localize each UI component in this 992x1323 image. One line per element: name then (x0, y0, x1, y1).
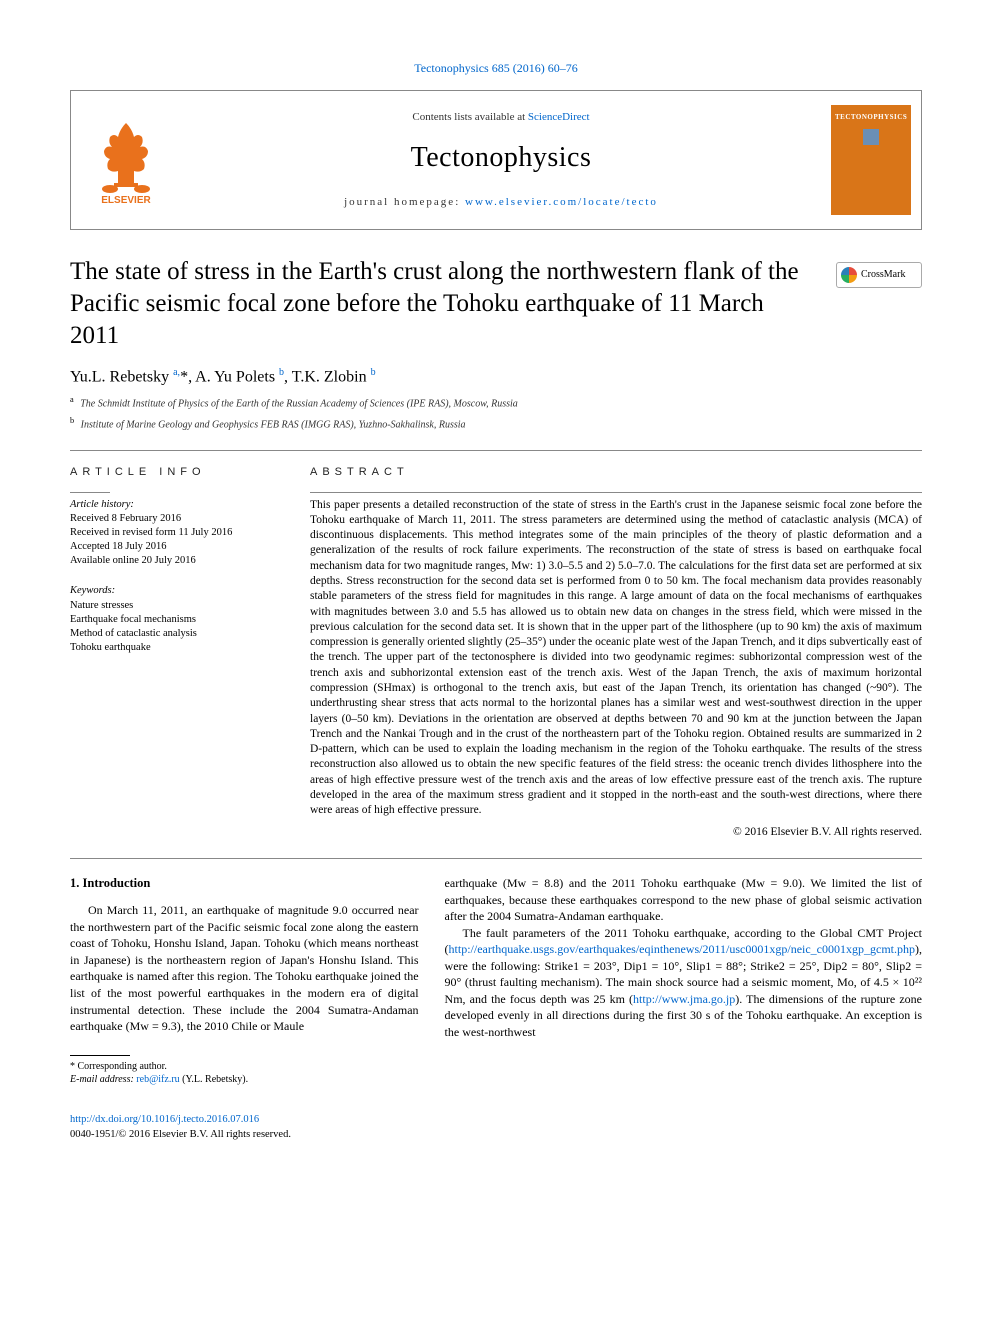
crossmark-icon (841, 267, 857, 283)
intro-para-right-1: earthquake (Mw = 8.8) and the 2011 Tohok… (445, 875, 922, 925)
svg-text:ELSEVIER: ELSEVIER (101, 195, 151, 205)
keyword-item: Earthquake focal mechanisms (70, 613, 280, 627)
journal-cover-image: TECTONOPHYSICS (831, 105, 911, 215)
crossmark-label: CrossMark (861, 268, 905, 282)
crossmark-badge[interactable]: CrossMark (836, 262, 922, 288)
doi-block: http://dx.doi.org/10.1016/j.tecto.2016.0… (70, 1113, 419, 1142)
email-line: E-mail address: reb@ifz.ru (Y.L. Rebetsk… (70, 1073, 419, 1087)
journal-cover: TECTONOPHYSICS (821, 91, 921, 229)
article-title: The state of stress in the Earth's crust… (70, 256, 818, 352)
intro-para-right-2: The fault parameters of the 2011 Tohoku … (445, 925, 922, 1041)
issn-line: 0040-1951/© 2016 Elsevier B.V. All right… (70, 1128, 419, 1142)
email-label: E-mail address: (70, 1074, 136, 1085)
abstract-rule (310, 492, 922, 493)
header-box: ELSEVIER Contents lists available at Sci… (70, 90, 922, 230)
cover-icon (863, 129, 879, 145)
abstract-heading: ABSTRACT (310, 465, 922, 480)
affiliation: a The Schmidt Institute of Physics of th… (70, 394, 922, 411)
body-col-left: 1. Introduction On March 11, 2011, an ea… (70, 875, 419, 1142)
keyword-item: Method of cataclastic analysis (70, 627, 280, 641)
abstract-copyright: © 2016 Elsevier B.V. All rights reserved… (310, 825, 922, 841)
affiliation: b Institute of Marine Geology and Geophy… (70, 415, 922, 432)
header-center: Contents lists available at ScienceDirec… (181, 91, 821, 229)
body-columns: 1. Introduction On March 11, 2011, an ea… (70, 875, 922, 1142)
history-item: Received 8 February 2016 (70, 512, 280, 526)
email-suffix: (Y.L. Rebetsky). (180, 1074, 248, 1085)
journal-name: Tectonophysics (411, 139, 592, 177)
keyword-item: Tohoku earthquake (70, 641, 280, 655)
contents-prefix: Contents lists available at (412, 111, 527, 123)
article-info-body: Article history: Received 8 February 201… (70, 498, 280, 656)
intro-heading: 1. Introduction (70, 875, 419, 892)
section-rule (70, 450, 922, 451)
keywords-label: Keywords: (70, 584, 280, 598)
abstract-text: This paper presents a detailed reconstru… (310, 498, 922, 819)
homepage-prefix: journal homepage: (344, 196, 465, 208)
cover-title: TECTONOPHYSICS (835, 113, 907, 122)
homepage-link[interactable]: www.elsevier.com/locate/tecto (465, 196, 658, 208)
header-citation: Tectonophysics 685 (2016) 60–76 (70, 60, 922, 76)
elsevier-logo: ELSEVIER (71, 91, 181, 229)
email-link[interactable]: reb@ifz.ru (136, 1074, 179, 1085)
footer-block: * Corresponding author. E-mail address: … (70, 1055, 419, 1088)
authors-line: Yu.L. Rebetsky a,*, A. Yu Polets b, T.K.… (70, 366, 922, 388)
elsevier-tree-icon: ELSEVIER (86, 115, 166, 205)
body-col-right: earthquake (Mw = 8.8) and the 2011 Tohok… (445, 875, 922, 1142)
corresponding-author: * Corresponding author. (70, 1060, 419, 1074)
footer-rule (70, 1055, 130, 1056)
section-rule-2 (70, 858, 922, 859)
article-info-heading: ARTICLE INFO (70, 465, 280, 480)
history-item: Available online 20 July 2016 (70, 554, 280, 568)
history-label: Article history: (70, 498, 280, 512)
article-info-col: ARTICLE INFO Article history: Received 8… (70, 465, 280, 840)
sciencedirect-link[interactable]: ScienceDirect (528, 111, 590, 123)
intro-para-left: On March 11, 2011, an earthquake of magn… (70, 902, 419, 1034)
abstract-col: ABSTRACT This paper presents a detailed … (310, 465, 922, 840)
contents-line: Contents lists available at ScienceDirec… (412, 110, 589, 125)
title-row: The state of stress in the Earth's crust… (70, 256, 922, 352)
history-item: Accepted 18 July 2016 (70, 540, 280, 554)
homepage-line: journal homepage: www.elsevier.com/locat… (344, 195, 658, 210)
keyword-item: Nature stresses (70, 599, 280, 613)
doi-link[interactable]: http://dx.doi.org/10.1016/j.tecto.2016.0… (70, 1114, 259, 1125)
cmt-link[interactable]: http://earthquake.usgs.gov/earthquakes/e… (449, 942, 915, 956)
info-short-rule (70, 492, 110, 493)
jma-link[interactable]: http://www.jma.go.jp (633, 992, 735, 1006)
info-abstract-row: ARTICLE INFO Article history: Received 8… (70, 465, 922, 840)
history-item: Received in revised form 11 July 2016 (70, 526, 280, 540)
